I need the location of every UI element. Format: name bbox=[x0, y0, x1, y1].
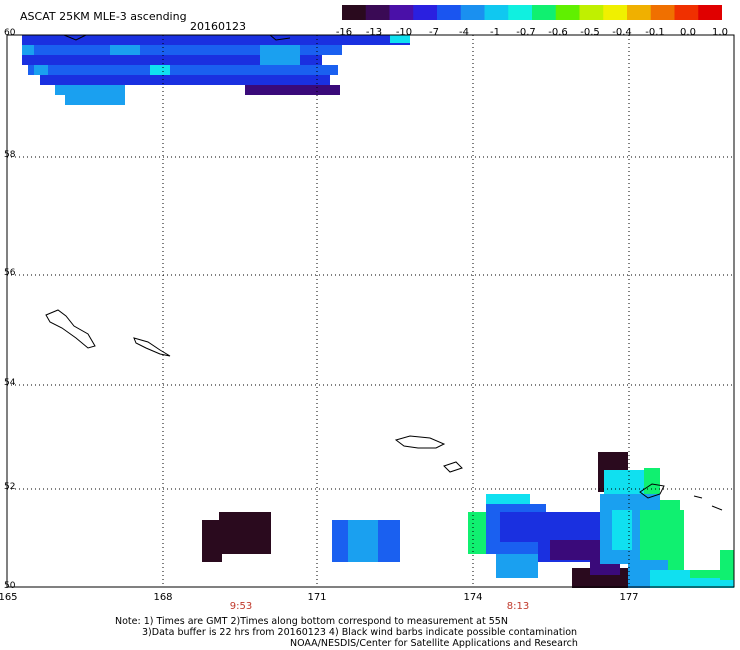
colorbar-swatch bbox=[555, 5, 580, 20]
lat-label: 50 bbox=[4, 581, 16, 591]
colorbar-label: 0.0 bbox=[680, 27, 696, 38]
colorbar-swatch bbox=[484, 5, 509, 20]
coastline bbox=[269, 34, 291, 41]
lon-label: 174 bbox=[463, 592, 483, 603]
colorbar-swatch bbox=[532, 5, 557, 20]
data-cell bbox=[202, 520, 222, 562]
colorbar-swatch bbox=[437, 5, 462, 20]
data-cell bbox=[612, 510, 632, 550]
coastline-layer bbox=[45, 34, 723, 511]
data-cell bbox=[468, 512, 488, 554]
coastline bbox=[443, 461, 463, 473]
coastline bbox=[45, 309, 96, 349]
data-cell bbox=[390, 35, 410, 43]
plot-date: 20160123 bbox=[190, 20, 246, 33]
colorbar-label: -0.6 bbox=[548, 27, 568, 38]
plot-title: ASCAT 25KM MLE-3 ascending bbox=[20, 10, 187, 23]
grid-layer bbox=[7, 35, 734, 587]
coastline bbox=[133, 337, 171, 357]
colorbar-label: -7 bbox=[429, 27, 439, 38]
colorbar-swatch bbox=[627, 5, 652, 20]
data-cell bbox=[720, 550, 734, 580]
data-cell bbox=[690, 570, 734, 578]
lat-label: 52 bbox=[4, 482, 16, 492]
data-cell bbox=[22, 45, 34, 55]
coastline bbox=[394, 435, 446, 449]
data-cell bbox=[219, 512, 271, 554]
data-cell bbox=[55, 85, 125, 95]
data-cell bbox=[660, 500, 680, 540]
coastline bbox=[63, 34, 87, 41]
data-cell bbox=[348, 520, 378, 562]
lon-label: 168 bbox=[153, 592, 173, 603]
colorbar-swatch bbox=[342, 5, 367, 20]
colorbar-label: -13 bbox=[365, 27, 383, 38]
data-cell bbox=[65, 95, 125, 105]
colorbar-swatch bbox=[674, 5, 699, 20]
lon-label: 165 bbox=[0, 592, 18, 603]
colorbar-swatch bbox=[389, 5, 414, 20]
colorbar-label: -0.7 bbox=[516, 27, 536, 38]
colorbar-swatch bbox=[698, 5, 722, 20]
note-line-2: 3)Data buffer is 22 hrs from 20160123 4)… bbox=[142, 627, 578, 638]
time-label: 8:13 bbox=[506, 601, 530, 612]
colorbar-label: -16 bbox=[335, 27, 353, 38]
data-cell bbox=[260, 45, 300, 65]
data-layer bbox=[22, 35, 734, 588]
lon-label: 177 bbox=[619, 592, 639, 603]
data-cell bbox=[22, 35, 410, 45]
colorbar-label: -0.1 bbox=[645, 27, 665, 38]
coastline bbox=[693, 495, 703, 499]
colorbar-labels: -16 -13 -10 -7 -4 -1 -0.7 -0.6 -0.5 -0.4… bbox=[330, 27, 730, 39]
colorbar-swatch bbox=[579, 5, 604, 20]
data-cell bbox=[40, 75, 330, 85]
data-cell bbox=[486, 494, 530, 504]
data-cell bbox=[644, 468, 660, 498]
colorbar-swatch bbox=[650, 5, 675, 20]
lat-label: 60 bbox=[4, 28, 16, 38]
colorbar-label: -0.4 bbox=[612, 27, 632, 38]
colorbar-label: -0.5 bbox=[580, 27, 600, 38]
colorbar-swatch bbox=[460, 5, 485, 20]
note-line-1: Note: 1) Times are GMT 2)Times along bot… bbox=[115, 616, 508, 627]
colorbar bbox=[342, 5, 722, 20]
coastline bbox=[639, 483, 665, 499]
data-cell bbox=[496, 554, 538, 578]
colorbar-label: -10 bbox=[395, 27, 413, 38]
colorbar-swatch bbox=[413, 5, 438, 20]
colorbar-label: -4 bbox=[459, 27, 469, 38]
data-cell bbox=[22, 45, 342, 55]
data-cell bbox=[245, 85, 340, 95]
colorbar-swatch bbox=[508, 5, 533, 20]
lat-label: 56 bbox=[4, 268, 16, 278]
data-cell bbox=[34, 65, 48, 75]
colorbar-label: -1 bbox=[490, 27, 500, 38]
data-cell bbox=[500, 512, 540, 542]
plot-frame bbox=[6, 34, 735, 588]
data-cell bbox=[550, 540, 600, 560]
lon-label: 171 bbox=[307, 592, 327, 603]
data-cell bbox=[22, 55, 322, 65]
data-cell bbox=[28, 65, 338, 75]
note-line-3: NOAA/NESDIS/Center for Satellite Applica… bbox=[290, 638, 578, 649]
data-cell bbox=[110, 45, 140, 55]
lat-label: 54 bbox=[4, 378, 16, 388]
coastline bbox=[711, 505, 723, 511]
lat-label: 58 bbox=[4, 150, 16, 160]
colorbar-label: 1.0 bbox=[712, 27, 728, 38]
time-label: 9:53 bbox=[229, 601, 253, 612]
data-cell bbox=[150, 65, 170, 75]
colorbar-swatch bbox=[365, 5, 390, 20]
colorbar-swatch bbox=[603, 5, 628, 20]
